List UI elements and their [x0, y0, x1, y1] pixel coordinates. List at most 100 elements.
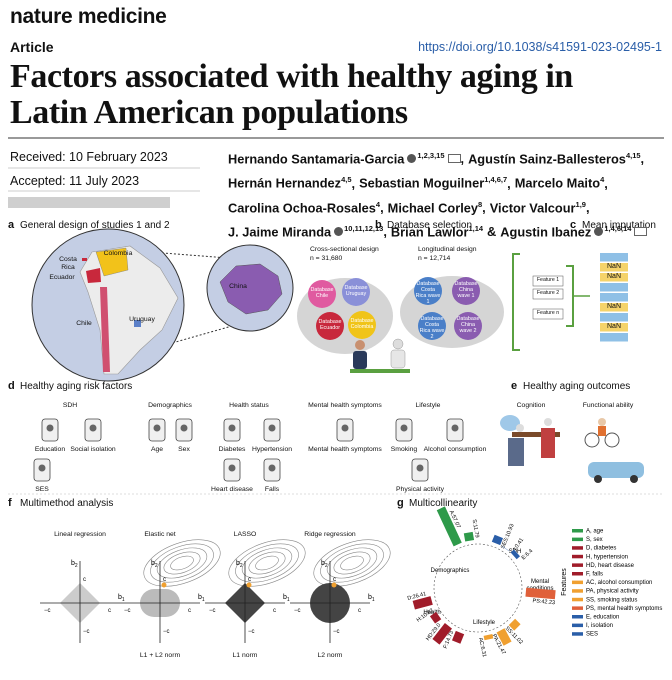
separator: , — [585, 199, 590, 215]
vif-bar — [483, 634, 494, 641]
panel-title: Multicollinearity — [409, 498, 478, 509]
axis-tick: −c — [83, 629, 90, 635]
database-label: Database China wave 1 — [454, 281, 478, 299]
vif-bar — [491, 534, 504, 546]
separator: , — [383, 224, 387, 240]
contour — [150, 543, 214, 583]
outcome-label: Cognition — [516, 402, 546, 409]
author-name: Michael Corley — [387, 199, 478, 215]
axis-subscript: 2 — [75, 563, 78, 569]
orcid-icon — [334, 227, 344, 237]
cognition-illustration — [500, 415, 560, 466]
axis-tick: c — [188, 608, 191, 614]
panel-title: General design of studies 1 and 2 — [20, 220, 170, 231]
orcid-icon — [594, 227, 604, 237]
axis-tick: −c — [163, 629, 170, 635]
vif-bar — [525, 587, 556, 600]
method-title: Ridge regression — [304, 531, 356, 538]
author-name: Carolina Ochoa-Rosales — [228, 199, 376, 215]
affiliation: 1,4,6,7 — [484, 175, 508, 185]
legend-swatch — [572, 597, 583, 602]
database-circle — [348, 311, 376, 339]
panel-letter: c — [570, 219, 577, 231]
imputation-cell — [600, 293, 628, 302]
panel-letter: b — [375, 219, 382, 231]
accepted-date: Accepted: 11 July 2023 — [10, 174, 140, 188]
legend-label: PS, mental health symptoms — [586, 606, 662, 612]
redacted-bar — [8, 197, 170, 208]
database-label: Database Ecuador — [318, 319, 342, 331]
axis-tick: c — [273, 608, 276, 614]
vif-bar — [451, 630, 465, 644]
legend-label: PA, physical activity — [586, 589, 639, 595]
vif-bar — [436, 506, 462, 547]
group-label: Health — [423, 610, 440, 616]
sample-size: n = 12,714 — [418, 255, 451, 262]
vif-bar — [429, 611, 442, 624]
bracket — [566, 265, 574, 327]
contour — [340, 555, 364, 571]
legend-label: E, education — [586, 615, 619, 621]
bracket — [512, 253, 520, 351]
imputation-cell — [600, 303, 628, 312]
separator: , — [380, 199, 384, 215]
database-circle — [418, 312, 446, 340]
axis-tick: −c — [124, 608, 131, 614]
separator: , — [460, 151, 465, 167]
risk-icon-detail — [451, 424, 459, 432]
contour — [248, 551, 286, 575]
method-title: Lineal regression — [54, 531, 106, 538]
panel-title: Multimethod analysis — [20, 498, 114, 509]
legend-swatch — [572, 589, 583, 593]
separator: , — [482, 199, 486, 215]
author-name: Victor Valcour — [489, 199, 576, 215]
country-label: Uruguay — [129, 316, 155, 323]
axis-label: b1 — [198, 594, 205, 603]
group-label: Demographics — [431, 568, 470, 574]
database-label: Database Costa Rica wave 1 — [415, 281, 441, 305]
database-label: Database Uruguay — [344, 285, 368, 297]
imputation-cell — [600, 283, 628, 292]
feature-label: Feature 2 — [536, 290, 560, 296]
author-name: Brian Lawlor — [390, 224, 469, 240]
legend-swatch — [572, 580, 583, 585]
database-circle — [414, 277, 442, 305]
risk-group: Health status — [229, 402, 269, 409]
legend-label: D, diabetes — [586, 546, 616, 552]
author-name: Hernán Hernandez — [228, 175, 342, 191]
panel-title: Database selection — [387, 220, 473, 231]
legend-swatch — [572, 632, 583, 636]
axis-subscript: 1 — [202, 597, 205, 603]
axis-subscript: 2 — [325, 563, 328, 569]
sample-size: n = 31,680 — [310, 255, 343, 262]
risk-factor: Education — [34, 446, 66, 453]
doi-link: https://doi.org/10.1038/s41591-023-02495… — [418, 40, 662, 54]
legend-label: SES — [586, 632, 598, 638]
contour — [143, 539, 221, 587]
axis-letter: b — [71, 560, 75, 567]
author-name: J. Jaime Miranda — [228, 224, 332, 240]
panel-title: Mean imputation — [582, 220, 656, 231]
risk-factor: Diabetes — [218, 446, 246, 453]
axis-tick: c — [83, 577, 86, 583]
risk-factor: Smoking — [390, 446, 418, 453]
vif-label: S:11.79 — [471, 519, 480, 538]
risk-group: SDH — [62, 402, 78, 409]
costa-rica-shape — [82, 258, 87, 261]
country-label: Costa Rica — [59, 256, 77, 271]
solution-point — [331, 582, 337, 588]
risk-factor: SES — [35, 486, 49, 493]
contour — [163, 551, 201, 575]
panel-letter: d — [8, 380, 15, 392]
axis-label: b1 — [368, 594, 375, 603]
axis-letter: b — [236, 560, 240, 567]
imputation-cell — [600, 323, 628, 332]
norm-label: L1 + L2 norm — [139, 652, 181, 659]
contour — [326, 547, 378, 579]
legend-swatch — [572, 563, 583, 567]
contour — [241, 547, 293, 579]
received-date: Received: 10 February 2023 — [10, 150, 168, 164]
country-label: Colombia — [103, 250, 133, 257]
risk-icon-detail — [180, 424, 188, 432]
